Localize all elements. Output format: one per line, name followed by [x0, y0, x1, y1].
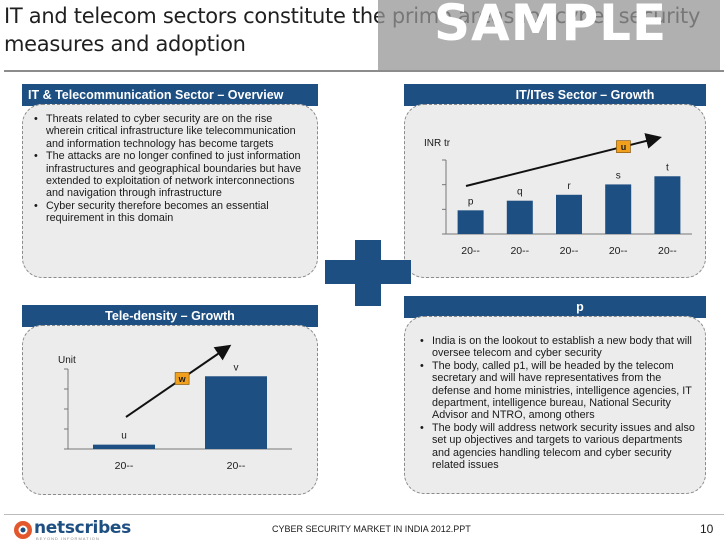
footer-divider [4, 514, 724, 515]
p-body-bullets: India is on the lookout to establish a n… [420, 335, 696, 471]
teledensity-header-label: Tele-density – Growth [105, 309, 235, 323]
growth-badge [174, 372, 190, 385]
overview-bullet-3: Cyber security therefore becomes an esse… [34, 200, 312, 225]
bar [605, 184, 632, 234]
logo-wordmark: netscribes [34, 518, 131, 538]
growth-badge-label: w [178, 374, 187, 384]
y-axis-label: INR tr [424, 138, 451, 149]
plus-sign-horizontal [325, 260, 411, 284]
overview-bullet-1: Threats related to cyber security are on… [34, 113, 312, 150]
sample-watermark: SAMPLE [378, 0, 720, 70]
bar-data-label: r [567, 181, 571, 192]
netscribes-logo-icon [14, 521, 32, 539]
bar [93, 444, 155, 449]
bar [457, 210, 484, 234]
it-growth-chart: INR tr p 20-- q 20-- r 20-- s 20-- t 20-- u [424, 133, 692, 257]
it-growth-header: IT/ITes Sector – Growth [404, 84, 706, 106]
teledensity-panel [22, 325, 318, 495]
x-tick-label: 20-- [115, 460, 134, 472]
bar-data-label: q [517, 187, 523, 198]
bar [506, 200, 533, 234]
footer-document-name: CYBER SECURITY MARKET IN INDIA 2012.PPT [272, 524, 471, 534]
overview-bullet-2: The attacks are no longer confined to ju… [34, 150, 312, 200]
teledensity-chart: Unit u 20-- v 20-- w [58, 344, 292, 472]
page-number: 10 [700, 522, 714, 536]
bar-data-label: p [468, 196, 474, 207]
x-tick-label: 20-- [510, 245, 529, 257]
x-tick-label: 20-- [658, 245, 677, 257]
title-divider [4, 70, 724, 72]
growth-badge [616, 140, 631, 153]
teledensity-header: Tele-density – Growth [22, 305, 318, 327]
bar-data-label: v [234, 362, 239, 373]
y-axis-label: Unit [58, 355, 76, 366]
watermark-text: SAMPLE [434, 0, 668, 52]
it-growth-header-label: IT/ITes Sector – Growth [515, 88, 655, 102]
bar-data-label: s [616, 170, 621, 181]
bar-data-label: t [666, 162, 669, 173]
overview-header: IT & Telecommunication Sector – Overview [22, 84, 318, 106]
overview-bullets: Threats related to cyber security are on… [34, 113, 312, 225]
bar [556, 194, 582, 234]
x-tick-label: 20-- [609, 245, 628, 257]
bar [654, 176, 681, 234]
bar [205, 376, 267, 449]
x-tick-label: 20-- [227, 460, 246, 472]
p-body-header: p [404, 296, 706, 318]
p-body-bullet-1: India is on the lookout to establish a n… [420, 335, 696, 360]
growth-badge-label: u [621, 142, 627, 152]
overview-header-label: IT & Telecommunication Sector – Overview [28, 88, 284, 102]
p-body-header-label: p [576, 300, 584, 314]
logo-tagline: BEYOND INFORMATION [36, 536, 100, 541]
x-tick-label: 20-- [560, 245, 579, 257]
p-body-bullet-3: The body will address network security i… [420, 422, 696, 472]
x-tick-label: 20-- [461, 245, 480, 257]
p-body-bullet-2: The body, called p1, will be headed by t… [420, 360, 696, 422]
bar-data-label: u [121, 431, 127, 442]
